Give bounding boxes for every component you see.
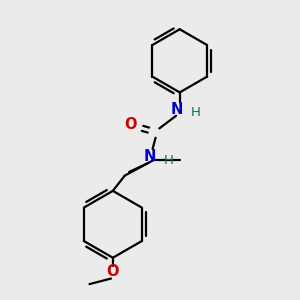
Text: N: N (143, 149, 156, 164)
Text: H: H (163, 154, 173, 167)
Text: O: O (106, 264, 119, 279)
Text: N: N (171, 102, 183, 117)
Text: O: O (124, 117, 137, 132)
Text: H: H (190, 106, 200, 118)
